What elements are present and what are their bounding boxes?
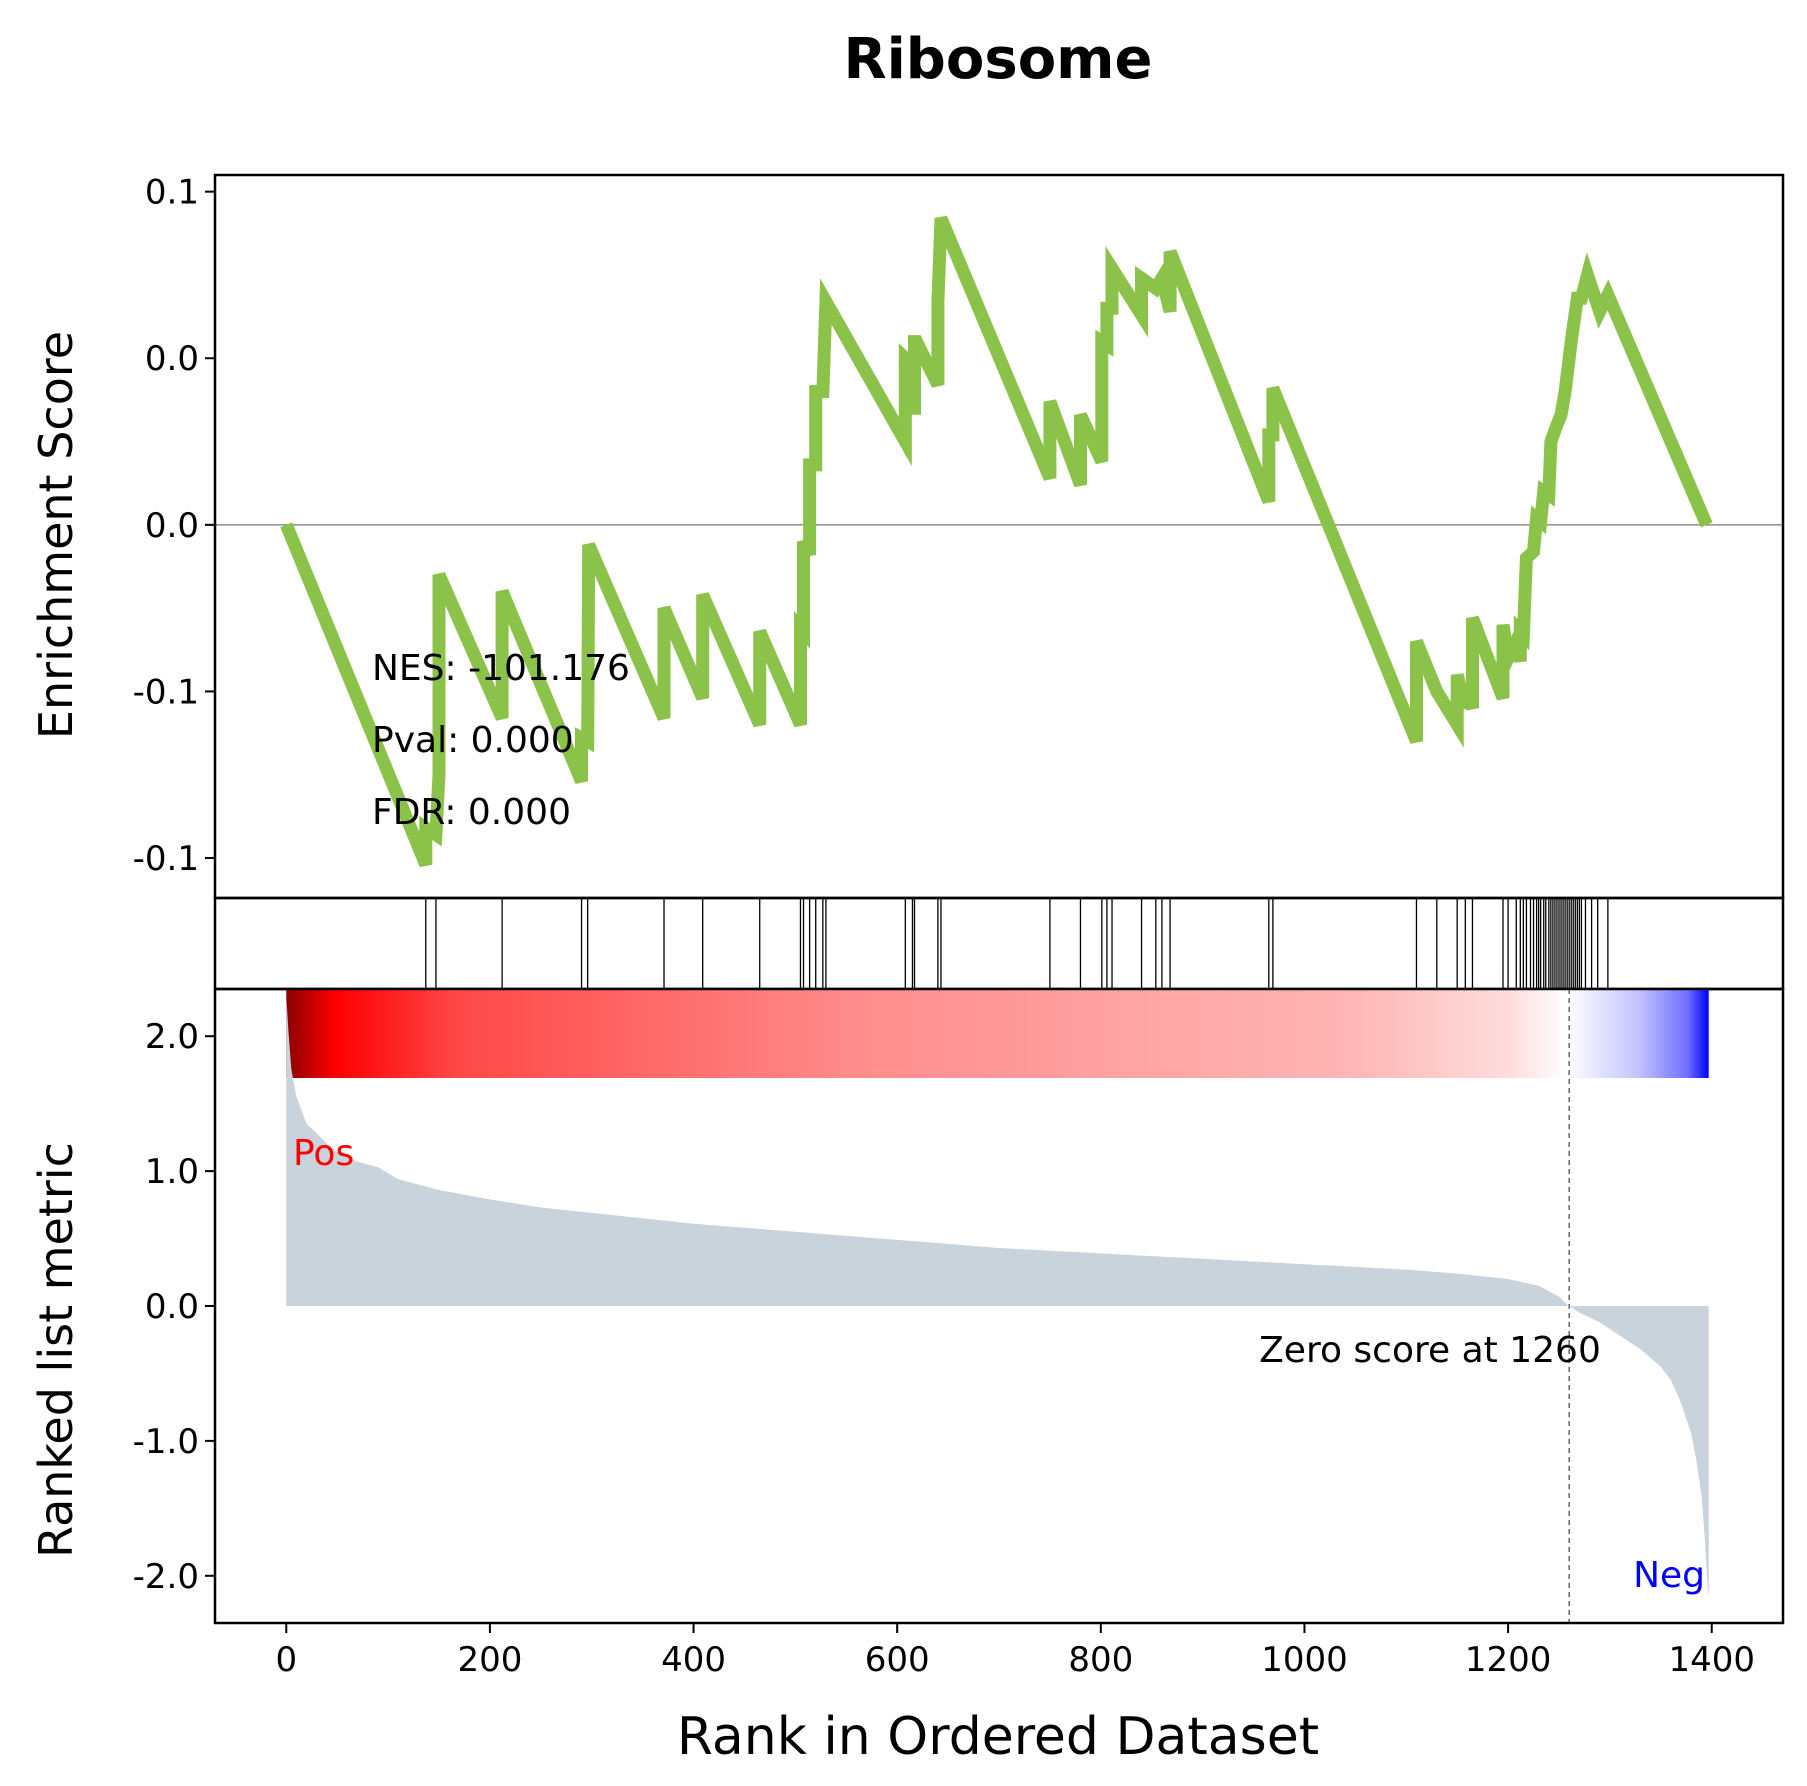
es-y-axis-label: Enrichment Score <box>29 331 83 739</box>
hits-panel <box>213 896 1785 991</box>
x-tick-label: 200 <box>457 1640 522 1680</box>
es-y-tick-label: -0.1 <box>133 839 199 879</box>
rm-y-tick-label: 1.0 <box>145 1152 199 1192</box>
rm-y-ticks: 2.0 1.0 0.0 -1.0 -2.0 <box>133 1017 215 1597</box>
x-ticks: 0 200 400 600 800 1000 1200 1400 <box>275 1623 1755 1680</box>
rank-panel-frame <box>213 987 1785 1625</box>
nes-text: NES: -101.176 <box>372 648 630 689</box>
pos-label: Pos <box>293 1133 354 1174</box>
hits-panel-frame <box>213 896 1785 991</box>
es-panel-frame <box>213 173 1785 900</box>
es-y-tick-label: 0.0 <box>145 339 199 379</box>
rm-y-tick-label: -2.0 <box>133 1557 199 1597</box>
running-es-line <box>280 215 1713 868</box>
x-tick-label: 600 <box>865 1640 930 1680</box>
x-tick-label: 1200 <box>1465 1640 1552 1680</box>
pval-text: Pval: 0.000 <box>372 720 574 761</box>
hit-lines <box>425 898 1609 989</box>
x-tick-label: 1400 <box>1668 1640 1755 1680</box>
x-tick-label: 800 <box>1068 1640 1133 1680</box>
x-tick-label: 400 <box>661 1640 726 1680</box>
rm-y-tick-label: -1.0 <box>133 1422 199 1462</box>
neg-label: Neg <box>1633 1555 1705 1596</box>
ranked-heat-bar <box>286 989 1709 1078</box>
fdr-text: FDR: 0.000 <box>372 792 571 833</box>
es-y-tick-label: 0.0 <box>145 506 199 546</box>
zero-score-label: Zero score at 1260 <box>1259 1330 1601 1371</box>
rm-y-tick-label: 2.0 <box>145 1017 199 1057</box>
rm-y-tick-label: 0.0 <box>145 1287 199 1327</box>
ranked-metric-panel: Zero score at 1260 Pos Neg 2.0 1.0 0.0 -1.0… <box>29 987 1785 1625</box>
ranked-metric-area <box>286 995 1709 1596</box>
es-y-ticks: 0.1 0.0 0.0 -0.1 -0.1 <box>133 173 215 879</box>
x-axis-label: Rank in Ordered Dataset <box>677 1707 1319 1767</box>
x-tick-label: 0 <box>275 1640 297 1680</box>
es-y-tick-label: -0.1 <box>133 672 199 712</box>
es-y-tick-label: 0.1 <box>145 173 199 213</box>
enrichment-score-panel: 0.1 0.0 0.0 -0.1 -0.1 Enrichment Score NES: … <box>29 173 1785 900</box>
rm-y-axis-label: Ranked list metric <box>29 1142 83 1558</box>
chart-title: Ribosome <box>843 27 1152 92</box>
x-tick-label: 1000 <box>1261 1640 1348 1680</box>
